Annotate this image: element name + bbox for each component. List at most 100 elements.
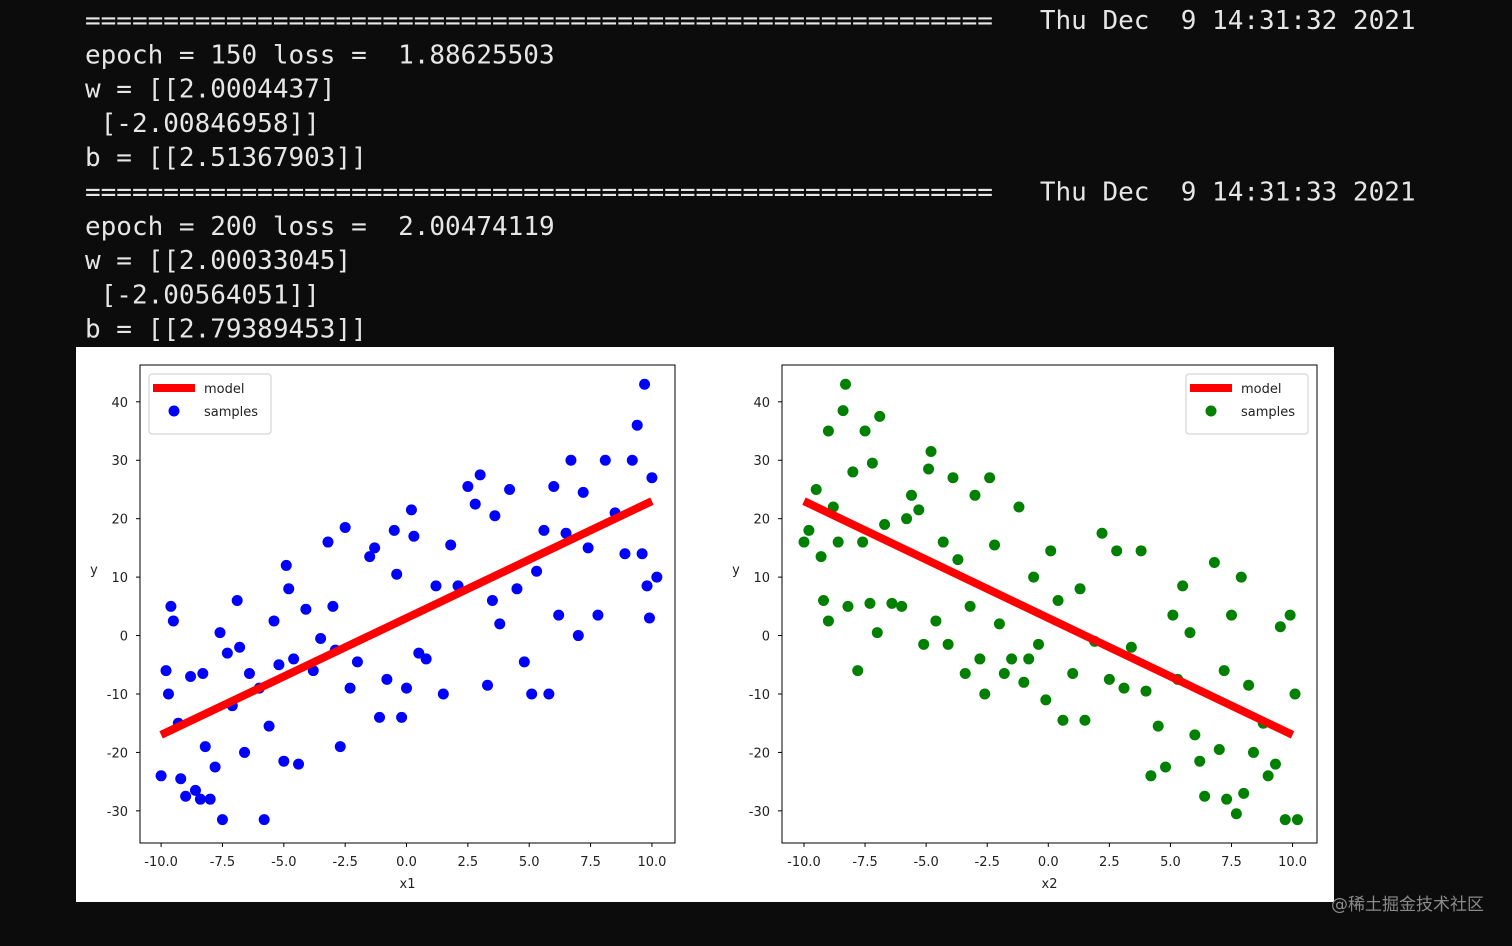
sample-point: [866, 457, 878, 469]
sample-point: [1045, 545, 1057, 557]
sample-point: [864, 597, 876, 609]
x-tick-label: 7.5: [580, 855, 601, 870]
sample-point: [430, 580, 442, 592]
sample-point: [572, 630, 584, 642]
sample-point: [560, 527, 572, 539]
sample-point: [273, 659, 285, 671]
sample-point: [901, 513, 913, 525]
sample-point: [167, 615, 179, 627]
sample-point: [462, 481, 474, 493]
sample-point: [1184, 627, 1196, 639]
sample-point: [1238, 787, 1250, 799]
terminal-line: epoch = 200 loss = 2.00474119: [85, 212, 555, 242]
sample-point: [930, 615, 942, 627]
sample-point: [619, 548, 631, 560]
sample-point: [437, 688, 449, 700]
sample-point: [300, 603, 312, 615]
sample-point: [993, 618, 1005, 630]
sample-point: [1033, 638, 1045, 650]
figure-background: [76, 347, 1334, 902]
sample-point: [905, 489, 917, 501]
sample-point: [952, 554, 964, 566]
sample-point: [639, 378, 651, 390]
sample-point: [1028, 571, 1040, 583]
terminal-line: b = [[2.79389453]]: [85, 315, 367, 345]
sample-point: [1243, 679, 1255, 691]
sample-point: [1018, 676, 1030, 688]
sample-point: [631, 419, 643, 431]
sample-point: [1074, 583, 1086, 595]
sample-point: [518, 656, 530, 668]
y-tick-label: 10: [753, 571, 770, 586]
sample-point: [886, 597, 898, 609]
sample-point: [405, 504, 417, 516]
sample-point: [837, 405, 849, 417]
sample-point: [413, 647, 425, 659]
y-axis-label: y: [732, 563, 740, 578]
sample-point: [185, 670, 197, 682]
sample-point: [364, 551, 376, 563]
sample-point: [1189, 729, 1201, 741]
sample-point: [1274, 621, 1286, 633]
sample-point: [543, 688, 555, 700]
sample-point: [334, 741, 346, 753]
sample-point: [896, 600, 908, 612]
sample-point: [1040, 694, 1052, 706]
sample-point: [160, 665, 172, 677]
sample-point: [327, 600, 339, 612]
sample-point: [847, 466, 859, 478]
sample-point: [239, 746, 251, 758]
x-tick-label: 7.5: [1221, 855, 1242, 870]
sample-point: [964, 600, 976, 612]
y-tick-label: 20: [111, 513, 128, 528]
sample-point: [293, 758, 305, 770]
sample-point: [1057, 714, 1069, 726]
legend-label: model: [204, 382, 244, 397]
sample-point: [199, 741, 211, 753]
sample-point: [979, 688, 991, 700]
sample-point: [553, 609, 565, 621]
x-tick-label: -7.5: [210, 855, 235, 870]
x-tick-label: -7.5: [852, 855, 877, 870]
y-tick-label: 30: [753, 454, 770, 469]
sample-point: [1145, 770, 1157, 782]
sample-point: [1167, 609, 1179, 621]
sample-point: [351, 656, 363, 668]
sample-point: [531, 565, 543, 577]
sample-point: [1289, 688, 1301, 700]
sample-point: [1067, 668, 1079, 680]
sample-point: [322, 536, 334, 548]
sample-point: [947, 472, 959, 484]
sample-point: [162, 688, 174, 700]
terminal-line: w = [[2.0004437]: [85, 75, 335, 105]
sample-point: [874, 410, 886, 422]
x-tick-label: -10.0: [144, 855, 178, 870]
sample-point: [626, 454, 638, 466]
sample-point: [1125, 641, 1137, 653]
sample-point: [592, 609, 604, 621]
sample-point: [243, 668, 255, 680]
sample-point: [1218, 665, 1230, 677]
sample-point: [278, 755, 290, 767]
sample-point: [445, 539, 457, 551]
sample-point: [283, 583, 295, 595]
sample-point: [646, 472, 658, 484]
sample-point: [1208, 557, 1220, 569]
sample-point: [1023, 653, 1035, 665]
sample-point: [339, 521, 351, 533]
sample-point: [1160, 761, 1172, 773]
y-tick-label: 40: [111, 396, 128, 411]
sample-point: [234, 641, 246, 653]
sample-point: [842, 600, 854, 612]
y-tick-label: 0: [120, 630, 128, 645]
sample-point: [526, 688, 538, 700]
y-tick-label: -20: [107, 746, 128, 761]
sample-point: [381, 673, 393, 685]
x-tick-label: 0.0: [1038, 855, 1059, 870]
sample-point: [840, 378, 852, 390]
sample-point: [486, 594, 498, 606]
sample-point: [803, 524, 815, 536]
sample-point: [852, 665, 864, 677]
sample-point: [1096, 527, 1108, 539]
sample-point: [1269, 758, 1281, 770]
